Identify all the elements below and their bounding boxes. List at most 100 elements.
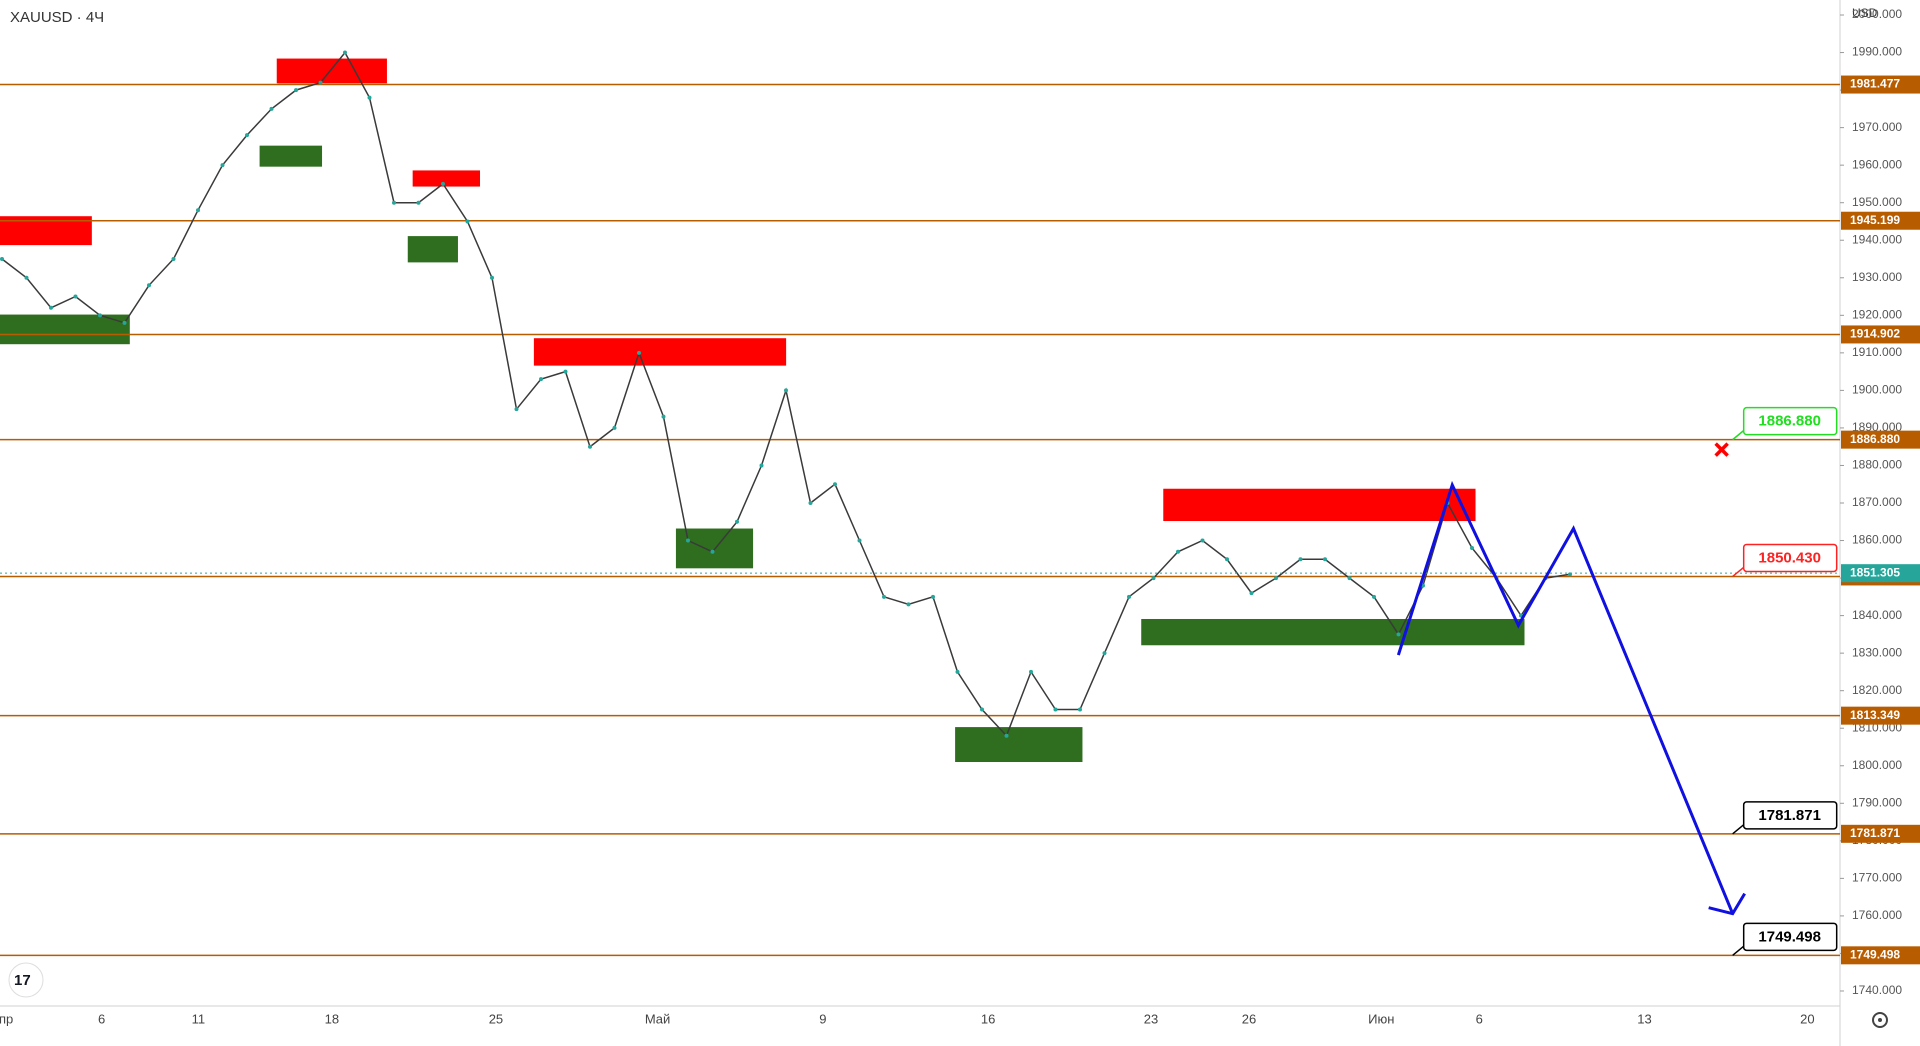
- settings-icon[interactable]: [1872, 1012, 1888, 1028]
- price-point: [196, 208, 200, 213]
- price-point: [931, 594, 935, 599]
- price-point: [833, 482, 837, 487]
- level-label: 1981.477: [1850, 77, 1900, 91]
- tv-logo[interactable]: 17: [8, 962, 44, 998]
- x-tick-label: 25: [489, 1011, 503, 1026]
- price-point: [1053, 707, 1058, 712]
- price-point: [710, 549, 715, 554]
- cancel-mark: [1714, 442, 1729, 457]
- y-tick-label: 1800.000: [1852, 758, 1902, 772]
- price-point: [269, 106, 274, 111]
- y-tick-label: 1990.000: [1852, 45, 1902, 59]
- x-tick-label: 16: [981, 1011, 995, 1026]
- y-tick-label: 1950.000: [1852, 195, 1902, 209]
- price-point: [588, 444, 592, 449]
- y-tick-label: 1740.000: [1852, 983, 1902, 997]
- price-point: [171, 257, 176, 262]
- price-point: [245, 133, 249, 138]
- callout-label: 1850.430: [1758, 549, 1821, 566]
- price-point: [539, 377, 543, 382]
- price-point: [73, 294, 78, 299]
- price-point: [318, 80, 323, 85]
- price-point: [98, 313, 102, 318]
- x-tick-label: 9: [819, 1011, 826, 1026]
- level-tag: [1841, 706, 1920, 725]
- y-tick-label: 1910.000: [1852, 345, 1902, 359]
- price-point: [0, 257, 4, 262]
- y-tick-label: 1860.000: [1852, 533, 1902, 547]
- level-label: 1813.349: [1850, 708, 1900, 722]
- price-point: [1176, 549, 1180, 554]
- zone-demand: [1141, 618, 1525, 646]
- callout-box: [1742, 922, 1838, 952]
- level-label: 1945.199: [1850, 213, 1900, 227]
- price-point: [784, 388, 788, 393]
- level-tag: [1841, 75, 1920, 94]
- y-tick-label: 1900.000: [1852, 383, 1902, 397]
- callout-label: 1886.880: [1758, 413, 1821, 430]
- price-point: [441, 181, 445, 186]
- zone-supply: [276, 58, 387, 84]
- price-point: [122, 320, 127, 325]
- price-point: [1225, 557, 1229, 562]
- level-label: 1914.902: [1850, 327, 1900, 341]
- price-point: [490, 275, 494, 280]
- projection-path: [1396, 480, 1735, 915]
- price-point: [955, 669, 960, 674]
- price-point: [980, 707, 984, 712]
- x-tick-label: Июн: [1368, 1011, 1394, 1026]
- price-point: [637, 350, 641, 355]
- price-point: [24, 275, 29, 280]
- x-tick-label: Май: [645, 1011, 670, 1026]
- y-tick-label: 2000.000: [1852, 7, 1902, 21]
- callout-label: 1781.871: [1758, 807, 1821, 824]
- price-point: [392, 200, 396, 205]
- level-label: 1886.880: [1850, 432, 1900, 446]
- x-tick-label: 13: [1637, 1011, 1651, 1026]
- price-point: [1372, 594, 1376, 599]
- price-point: [294, 88, 298, 93]
- y-tick-label: 1930.000: [1852, 270, 1902, 284]
- price-point: [612, 425, 617, 430]
- callout-box: [1742, 543, 1838, 573]
- zone-demand: [407, 236, 458, 263]
- y-tick-label: 1890.000: [1852, 420, 1902, 434]
- callout-label: 1749.498: [1758, 928, 1821, 945]
- y-tick-label: 1790.000: [1852, 795, 1902, 809]
- price-point: [882, 594, 886, 599]
- price-point: [1347, 576, 1352, 581]
- price-point: [686, 538, 690, 543]
- zone-demand: [955, 727, 1083, 763]
- y-tick-label: 1940.000: [1852, 232, 1902, 246]
- y-tick-label: 1840.000: [1852, 608, 1902, 622]
- x-tick-label: 11: [192, 1011, 206, 1026]
- price-point: [1200, 538, 1205, 543]
- y-tick-label: 1970.000: [1852, 120, 1902, 134]
- price-point: [1004, 733, 1009, 738]
- price-point: [1323, 557, 1327, 562]
- zone-supply: [1163, 488, 1476, 522]
- x-tick-label: 20: [1800, 1011, 1814, 1026]
- price-point: [735, 519, 739, 524]
- price-point: [1151, 576, 1156, 581]
- current-price-tag: [1841, 564, 1920, 583]
- price-point: [1029, 669, 1033, 674]
- price-point: [906, 602, 911, 607]
- price-point: [367, 95, 372, 100]
- price-point: [1102, 651, 1107, 656]
- svg-text:17: 17: [14, 972, 31, 989]
- currency: USD: [1852, 6, 1878, 20]
- y-tick-label: 1820.000: [1852, 683, 1902, 697]
- chart-title: XAUUSD · 4Ч: [10, 9, 104, 26]
- level-label: 1749.498: [1850, 948, 1900, 962]
- level-tag: [1841, 325, 1920, 344]
- y-tick-label: 1760.000: [1852, 908, 1902, 922]
- x-tick-label: 18: [325, 1011, 339, 1026]
- callout-box: [1742, 801, 1838, 830]
- price-point: [563, 369, 568, 374]
- zone-demand: [0, 314, 130, 345]
- price-point: [343, 50, 347, 55]
- price-point: [465, 219, 470, 224]
